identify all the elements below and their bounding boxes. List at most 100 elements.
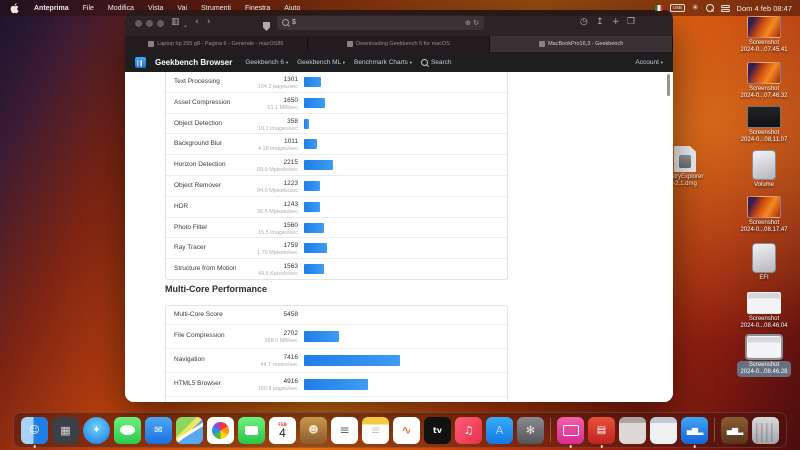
window-titlebar[interactable]: ▥ ⌄ ‹ › $ ⊕ ↻ ◷ ↥ + ❐ — [125, 10, 673, 36]
close-window-button[interactable] — [135, 20, 142, 27]
dock-safari-icon[interactable]: ✦ — [83, 416, 110, 444]
benchmark-label: HTML5 Browser — [174, 380, 221, 387]
benchmark-throughput: 104.2 pages/sec — [257, 84, 298, 90]
benchmark-row: PDF Renderer7481172.5 Mpixels/sec — [166, 396, 507, 402]
zoom-window-button[interactable] — [157, 20, 164, 27]
desktop-icon-efi[interactable]: EFI — [733, 243, 795, 282]
menu-app-name[interactable]: Anteprima — [34, 4, 69, 12]
usb-status-badge[interactable]: USB — [669, 4, 685, 12]
dock-appstore-icon[interactable]: A — [486, 416, 513, 444]
dock-minimized-window-icon[interactable] — [619, 416, 646, 444]
dock-contacts-icon[interactable]: ☻ — [300, 416, 327, 444]
menu-item-vai[interactable]: Vai — [177, 4, 188, 12]
dock-geekbench-icon[interactable]: ▄▆▂ — [681, 416, 708, 444]
menu-item-finestra[interactable]: Finestra — [245, 4, 271, 12]
benchmark-label: File Compression — [174, 332, 225, 339]
desktop-icon-label: Screenshot 2024-0...07.45.41 — [740, 40, 788, 53]
desktop-icon-screenshot-2024-0-08-46-04[interactable]: Screenshot 2024-0...08.46.04 — [733, 292, 795, 330]
tab-geekbench-result[interactable]: MacBookPro16,3 - Geekbench — [490, 36, 673, 52]
site-search[interactable]: Search — [420, 58, 452, 66]
input-source-flag-icon[interactable] — [654, 5, 663, 11]
url-search-field[interactable]: $ ⊕ ↻ — [277, 15, 484, 30]
dock-music-icon[interactable]: ♫ — [455, 416, 482, 444]
benchmark-throughput: 388.0 MB/sec — [264, 338, 298, 344]
menu-item-vista[interactable]: Vista — [147, 4, 164, 12]
dock-notes-icon[interactable]: ≡ — [362, 416, 389, 444]
url-extension-reload-icons[interactable]: ⊕ ↻ — [465, 18, 479, 27]
dock-calendar-icon[interactable]: FEB 4 — [269, 416, 296, 444]
calendar-month-label: FEB — [278, 421, 287, 427]
new-tab-button[interactable]: + — [612, 17, 620, 27]
dock-slot-trash — [752, 416, 779, 444]
menu-clock[interactable]: Dom 4 feb 08:47 — [736, 3, 792, 13]
status-fan-icon[interactable]: ✳ — [691, 3, 699, 12]
nav-benchmark-charts[interactable]: Benchmark Charts ▾ — [354, 58, 412, 66]
control-center-icon[interactable] — [720, 4, 730, 12]
dock-messages-icon[interactable] — [114, 416, 141, 444]
dock-maps-icon[interactable] — [176, 416, 203, 444]
dock-red-app-icon[interactable]: ▤ — [588, 416, 615, 444]
benchmark-bar — [304, 77, 321, 87]
tab-macos86-forum[interactable]: Laptop hp 255 g8 - Pagina 6 - Generale -… — [125, 36, 308, 52]
dock-appletv-icon[interactable]: tv — [424, 416, 451, 444]
menu-item-file[interactable]: File — [82, 4, 94, 12]
sidebar-chevron-icon[interactable]: ⌄ — [183, 22, 189, 29]
dock-slot-facetime — [238, 416, 265, 444]
nav-geekbench-ml[interactable]: Geekbench ML ▾ — [297, 58, 346, 66]
menu-item-strumenti[interactable]: Strumenti — [201, 4, 231, 12]
dock-facetime-icon[interactable] — [238, 416, 265, 444]
dock-launchpad-icon[interactable]: ▦ — [52, 416, 79, 444]
geekbench-logo-icon[interactable]: ▎▌ — [135, 56, 146, 68]
back-button[interactable]: ‹ — [195, 17, 199, 27]
scrollbar-thumb[interactable] — [667, 74, 670, 96]
dock-slot-red-app: ▤ — [588, 416, 615, 448]
forward-button[interactable]: › — [207, 17, 211, 27]
privacy-shield-icon[interactable] — [263, 18, 270, 36]
benchmark-bar — [304, 243, 327, 254]
share-button[interactable]: ↥ — [596, 17, 604, 27]
desktop-icon-screenshot-2024-0-08-17-47[interactable]: Screenshot 2024-0...08.17.47 — [733, 196, 795, 234]
dock-display-icon[interactable] — [557, 416, 584, 444]
benchmark-label: Navigation — [174, 356, 205, 363]
geekbench-brand[interactable]: Geekbench Browser — [155, 57, 233, 67]
dock-minimized-window-2-icon[interactable] — [650, 416, 677, 444]
benchmark-row: Multi-Core Score 5458 — [166, 306, 507, 324]
desktop-icon-screenshot-2024-0-08-11-07[interactable]: Screenshot 2024-0...08.11.07 — [733, 106, 795, 144]
dock-mail-icon[interactable]: ✉ — [145, 416, 172, 444]
dock-slot-safari: ✦ — [83, 416, 110, 444]
desktop-icon-screenshot-2024-0-08-46-28[interactable]: Screenshot 2024-0...08.46.28 — [733, 334, 795, 378]
tab-overview-button[interactable]: ❐ — [627, 17, 636, 27]
benchmark-row: Asset Compression 1650 51.1 MB/sec — [166, 91, 507, 113]
account-menu[interactable]: Account ▾ — [635, 58, 663, 66]
desktop-icon-volume[interactable]: Volume — [733, 150, 795, 189]
tab-geekbench-download[interactable]: Downloading Geekbench 6 for macOS — [307, 36, 491, 52]
desktop-icon-screenshot-2024-0-07-46-32[interactable]: Screenshot 2024-0...07.46.32 — [733, 62, 795, 100]
url-text: $ — [292, 19, 296, 26]
dock-downloads-icon[interactable]: ▄▆▂ — [721, 416, 748, 444]
benchmark-score: 5458 — [283, 311, 298, 318]
benchmark-bar — [304, 355, 400, 366]
dock-finder-icon[interactable]: ☺ — [21, 416, 48, 444]
dock-photos-icon[interactable] — [207, 416, 234, 444]
dock-freeform-icon[interactable]: ∿ — [393, 416, 420, 444]
desktop-icon-screenshot-2024-0-07-45-41[interactable]: Screenshot 2024-0...07.45.41 — [733, 16, 795, 54]
dock-trash-icon[interactable] — [752, 416, 779, 444]
benchmark-bar — [304, 222, 324, 233]
menu-item-modifica[interactable]: Modifica — [107, 4, 134, 12]
dock-settings-icon[interactable]: ✻ — [517, 416, 544, 444]
benchmark-row: Photo Filter 1560 15.5 images/sec — [166, 216, 507, 238]
dmg-file-icon — [674, 146, 696, 172]
downloads-button[interactable]: ◷ — [580, 17, 588, 27]
benchmark-throughput: 94.0 Mpixels/sec — [257, 187, 298, 194]
nav-geekbench-6[interactable]: Geekbench 6 ▾ — [245, 58, 289, 66]
apple-menu-icon[interactable] — [10, 2, 19, 14]
sidebar-toggle-icon[interactable]: ▥ — [171, 17, 180, 27]
desktop-icon-label: Screenshot 2024-0...08.46.28 — [737, 361, 791, 377]
running-app-indicator — [569, 445, 572, 448]
desktop-dmg-file[interactable]: gistryExplorer -2.1.dmg — [650, 146, 720, 188]
dock-reminders-icon[interactable]: ≡ — [331, 416, 358, 444]
minimize-window-button[interactable] — [146, 20, 153, 27]
menu-item-aiuto[interactable]: Aiuto — [284, 4, 301, 12]
spotlight-icon[interactable] — [705, 4, 714, 12]
benchmark-label: Horizon Detection — [174, 161, 226, 169]
